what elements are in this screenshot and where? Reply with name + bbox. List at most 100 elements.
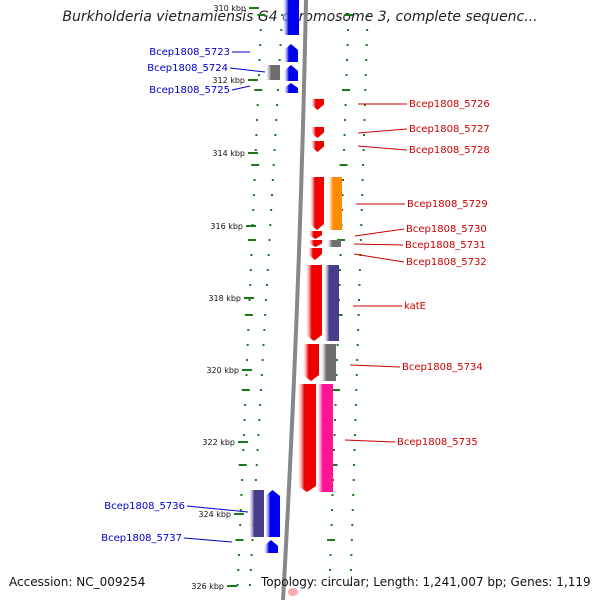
scale-tick <box>349 584 352 586</box>
scale-tick <box>258 59 261 61</box>
scale-tick <box>259 404 262 406</box>
scale-tick <box>343 149 346 151</box>
gene-label-forward: Bcep1808_5736 <box>104 501 185 512</box>
scale-tick <box>241 389 250 391</box>
scale-tick <box>363 104 366 106</box>
scale-tick <box>276 89 279 91</box>
scale-tick <box>349 569 352 571</box>
scale-label: 312 kbp <box>212 76 245 85</box>
scale-tick <box>346 59 349 61</box>
scale-tick <box>336 344 339 346</box>
gene-label-reverse: Bcep1808_5731 <box>405 240 486 251</box>
scale-tick <box>344 104 347 106</box>
scale-tick <box>256 119 259 121</box>
scale-tick <box>272 164 275 166</box>
scale-tick <box>251 164 260 166</box>
scale-tick <box>238 464 247 466</box>
scale-tick <box>253 179 256 181</box>
scale-tick <box>354 419 357 421</box>
scale-label: 318 kbp <box>208 294 241 303</box>
scale-tick <box>337 239 346 241</box>
scale-tick <box>249 269 252 271</box>
scale-tick <box>280 29 283 31</box>
gene-label-reverse: Bcep1808_5726 <box>409 99 490 110</box>
scale-tick <box>237 569 240 571</box>
scale-tick <box>342 179 345 181</box>
scale-tick <box>254 149 257 151</box>
scale-tick <box>361 179 364 181</box>
scale-tick <box>263 329 266 331</box>
cog-block-5724 <box>266 65 280 80</box>
scale-tick <box>235 539 244 541</box>
reverse-gene-bcep1808-5729 <box>310 177 324 230</box>
scale-tick <box>275 119 278 121</box>
scale-tick <box>362 149 365 151</box>
scale-tick <box>353 464 356 466</box>
scale-tick <box>358 299 361 301</box>
scale-tick <box>256 104 259 106</box>
scale-tick <box>356 359 359 361</box>
scale-tick <box>271 179 274 181</box>
gene-label-forward: Bcep1808_5725 <box>149 85 230 96</box>
scale-tick <box>256 449 259 451</box>
scale-tick <box>333 449 336 451</box>
scale-label: 320 kbp <box>206 366 239 375</box>
scale-label: 324 kbp <box>198 510 231 519</box>
scale-tick <box>351 524 354 526</box>
scale-label: 314 kbp <box>212 149 245 158</box>
forward-gene-bcep1808-5723 <box>284 44 298 62</box>
scale-tick <box>329 464 338 466</box>
forward-gene-bcep1808-5725 <box>284 83 298 93</box>
scale-tick <box>339 164 348 166</box>
cog-block-5734 <box>321 344 336 381</box>
scale-tick <box>361 194 364 196</box>
scale-tick <box>255 134 258 136</box>
scale-label: 322 kbp <box>202 438 235 447</box>
scale-tick <box>347 29 350 31</box>
cog-block-5736 <box>249 490 264 537</box>
gene-leader-forward <box>183 537 233 543</box>
scale-tick <box>242 434 245 436</box>
chromosome-backbone <box>281 0 308 600</box>
scale-tick <box>269 224 272 226</box>
scale-tick <box>345 74 348 76</box>
scale-tick <box>246 359 249 361</box>
scale-tick <box>264 314 267 316</box>
reverse-gene-bcep1808-5730 <box>309 231 322 239</box>
scale-tick <box>249 284 252 286</box>
scale-tick <box>247 329 250 331</box>
scale-tick <box>334 404 337 406</box>
forward-gene-bcep1808-5724 <box>284 65 298 81</box>
scale-tick <box>360 209 363 211</box>
scale-tick <box>353 434 356 436</box>
scale-tick <box>328 584 331 586</box>
scale-tick <box>276 104 279 106</box>
scale-tick <box>357 314 360 316</box>
scale-tick <box>332 479 335 481</box>
gene-label-reverse: Bcep1808_5728 <box>409 145 490 156</box>
scale-tick <box>329 554 332 556</box>
scale-label: 316 kbp <box>210 222 243 231</box>
gene-label-reverse: katE <box>404 301 426 312</box>
backbone-end-marker <box>288 588 298 596</box>
scale-tick <box>241 479 244 481</box>
scale-tick <box>279 44 282 46</box>
scale-tick <box>251 539 254 541</box>
scale-tick <box>341 194 344 196</box>
scale-tick <box>336 359 339 361</box>
scale-label: 326 kbp <box>191 582 224 591</box>
reverse-gene-kate <box>306 265 322 341</box>
scale-tick <box>239 524 242 526</box>
scale-tick <box>364 89 367 91</box>
scale-tick <box>366 29 369 31</box>
scale-tick <box>331 494 334 496</box>
scale-tick <box>357 329 360 331</box>
scale-tick <box>353 449 356 451</box>
scale-tick <box>250 554 253 556</box>
scale-tick <box>346 44 349 46</box>
scale-tick <box>254 89 263 91</box>
scale-tick <box>331 509 334 511</box>
scale-tick <box>344 14 353 16</box>
scale-tick <box>257 14 266 16</box>
forward-gene-block <box>283 0 299 35</box>
